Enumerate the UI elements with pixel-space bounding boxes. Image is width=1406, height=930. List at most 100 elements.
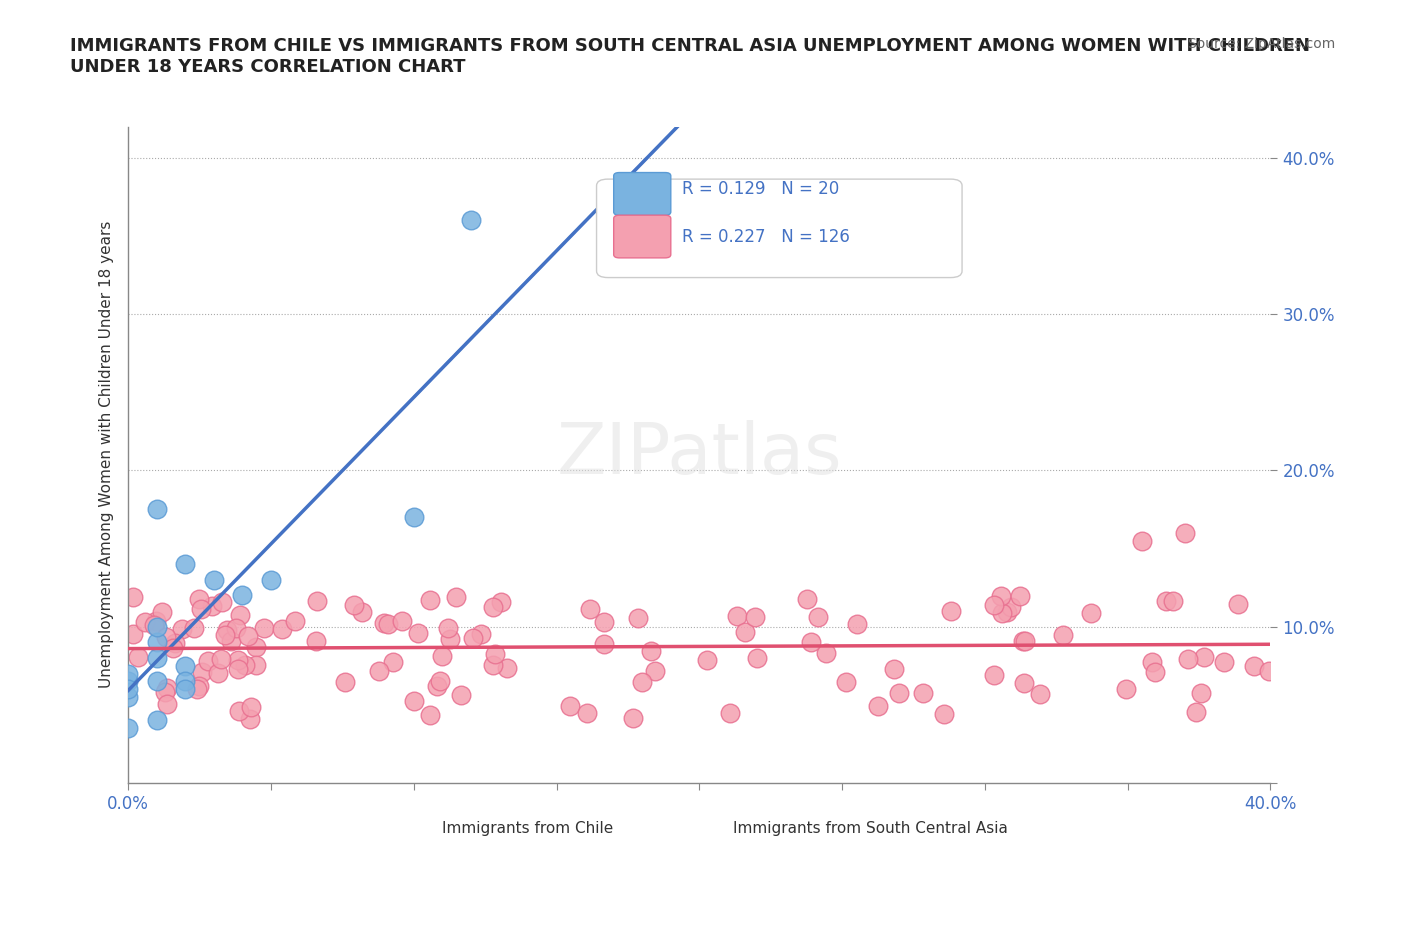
Point <box>1227 596 1250 611</box>
Point <box>932 706 955 721</box>
Point <box>404 694 426 709</box>
Point <box>444 590 467 604</box>
Point <box>190 601 212 616</box>
Point <box>430 648 453 663</box>
Point <box>307 593 329 608</box>
FancyBboxPatch shape <box>596 179 962 277</box>
Point <box>450 687 472 702</box>
Point <box>146 502 169 517</box>
Point <box>305 633 328 648</box>
Point <box>883 661 905 676</box>
Point <box>145 614 167 629</box>
Point <box>482 658 505 672</box>
Point <box>373 615 395 630</box>
Point <box>718 705 741 720</box>
Point <box>233 658 256 672</box>
Point <box>1080 605 1102 620</box>
Point <box>1212 655 1234 670</box>
Point <box>1243 658 1265 673</box>
Point <box>640 644 662 658</box>
Point <box>560 698 582 713</box>
Point <box>463 631 485 645</box>
Point <box>343 598 366 613</box>
Point <box>747 650 769 665</box>
Point <box>1192 650 1215 665</box>
Point <box>439 631 461 646</box>
Point <box>117 689 139 704</box>
Point <box>1154 594 1177 609</box>
Point <box>117 674 139 689</box>
Point <box>1052 628 1074 643</box>
Text: R = 0.129   N = 20: R = 0.129 N = 20 <box>682 180 839 198</box>
Point <box>174 682 197 697</box>
Point <box>402 510 425 525</box>
Point <box>225 621 247 636</box>
FancyBboxPatch shape <box>699 816 740 842</box>
Point <box>592 636 614 651</box>
Point <box>696 653 718 668</box>
Point <box>744 609 766 624</box>
Point <box>146 635 169 650</box>
Point <box>197 654 219 669</box>
Point <box>627 611 650 626</box>
Point <box>155 630 177 644</box>
Point <box>1012 676 1035 691</box>
Point <box>1000 600 1022 615</box>
Point <box>1191 685 1213 700</box>
Point <box>990 589 1012 604</box>
Point <box>231 588 253 603</box>
Point <box>134 614 156 629</box>
Point <box>260 572 283 587</box>
Point <box>174 658 197 673</box>
Point <box>1010 588 1032 603</box>
Point <box>419 592 441 607</box>
Point <box>1258 663 1281 678</box>
Text: Immigrants from South Central Asia: Immigrants from South Central Asia <box>734 821 1008 836</box>
Point <box>228 662 250 677</box>
Point <box>1115 682 1137 697</box>
Point <box>174 557 197 572</box>
Point <box>117 666 139 681</box>
Point <box>983 597 1005 612</box>
Point <box>350 604 373 619</box>
Point <box>228 703 250 718</box>
Point <box>621 711 644 725</box>
Point <box>239 712 262 727</box>
Point <box>146 619 169 634</box>
Point <box>236 629 259 644</box>
Point <box>122 590 145 604</box>
Point <box>631 675 654 690</box>
Point <box>912 685 935 700</box>
Text: R = 0.227   N = 126: R = 0.227 N = 126 <box>682 228 851 246</box>
Point <box>800 634 823 649</box>
Point <box>939 604 962 618</box>
Point <box>188 591 211 606</box>
Text: ZIPatlas: ZIPatlas <box>557 420 842 489</box>
Point <box>165 636 187 651</box>
Point <box>187 679 209 694</box>
Point <box>1177 651 1199 666</box>
Point <box>209 652 232 667</box>
Point <box>381 655 404 670</box>
FancyBboxPatch shape <box>613 215 671 258</box>
Point <box>868 699 890 714</box>
Point <box>146 650 169 665</box>
Text: Source: ZipAtlas.com: Source: ZipAtlas.com <box>1188 37 1336 51</box>
Point <box>1163 593 1185 608</box>
FancyBboxPatch shape <box>374 816 413 842</box>
Point <box>484 646 506 661</box>
Point <box>162 641 184 656</box>
Point <box>429 674 451 689</box>
Point <box>117 682 139 697</box>
Point <box>1144 665 1167 680</box>
Point <box>1012 634 1035 649</box>
Point <box>391 614 413 629</box>
Point <box>229 607 252 622</box>
Point <box>172 621 194 636</box>
Point <box>245 640 267 655</box>
Text: Immigrants from Chile: Immigrants from Chile <box>443 821 613 836</box>
Point <box>156 697 179 711</box>
Point <box>807 610 830 625</box>
Point <box>495 661 517 676</box>
Point <box>239 700 262 715</box>
